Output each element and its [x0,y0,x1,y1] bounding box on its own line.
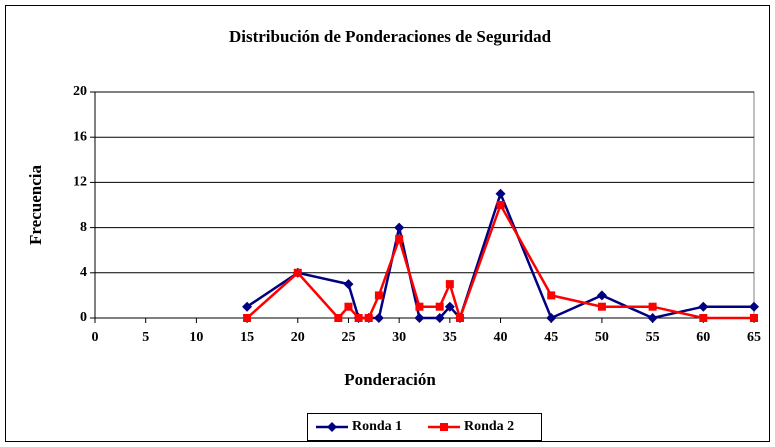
x-tick-label: 30 [392,330,406,345]
point [434,313,445,323]
point [648,302,657,311]
point [242,301,253,312]
point [749,301,759,312]
point [596,290,607,301]
point [344,302,353,311]
legend-marker [327,422,337,432]
point [698,301,709,312]
y-tick-label: 8 [80,220,87,235]
point [495,188,506,199]
legend-marker [440,423,448,431]
point [293,268,302,277]
point [334,314,343,322]
y-tick-label: 0 [80,310,87,325]
point [444,301,455,312]
point [395,234,404,243]
x-tick-label: 60 [696,330,710,345]
point [373,313,384,323]
y-tick-label: 16 [73,129,87,144]
x-tick-label: 55 [646,330,660,345]
chart-title: Distribución de Ponderaciones de Segurid… [229,27,552,46]
x-tick-label: 10 [189,330,203,345]
x-tick-label: 40 [494,330,508,345]
y-tick-label: 20 [73,84,87,99]
x-tick-label: 35 [443,330,457,345]
point [343,279,354,290]
point [546,313,557,323]
y-axis-label: Frecuencia [26,165,45,245]
point [699,314,708,322]
x-tick-label: 50 [595,330,609,345]
point [647,313,658,323]
y-tick-label: 4 [80,265,87,280]
point [364,314,373,322]
point [414,313,425,323]
x-tick-label: 45 [544,330,558,345]
x-tick-label: 25 [341,330,355,345]
point [243,314,252,322]
legend-label: Ronda 1 [352,419,402,434]
y-tick-label: 12 [73,175,87,190]
point [496,201,505,209]
x-tick-label: 20 [291,330,305,345]
point [394,222,405,233]
x-tick-label: 15 [240,330,254,345]
point [455,314,464,322]
point [750,314,758,322]
point [445,280,454,289]
point [597,302,606,311]
x-tick-label: 0 [92,330,99,345]
x-tick-label: 5 [142,330,149,345]
x-tick-label: 65 [747,330,761,345]
point [415,302,424,311]
x-axis-label: Ponderación [344,370,436,389]
legend-label: Ronda 2 [464,419,514,434]
plot-area [94,91,755,319]
point [374,291,383,300]
point [435,302,444,311]
point [354,314,363,322]
point [547,291,556,300]
